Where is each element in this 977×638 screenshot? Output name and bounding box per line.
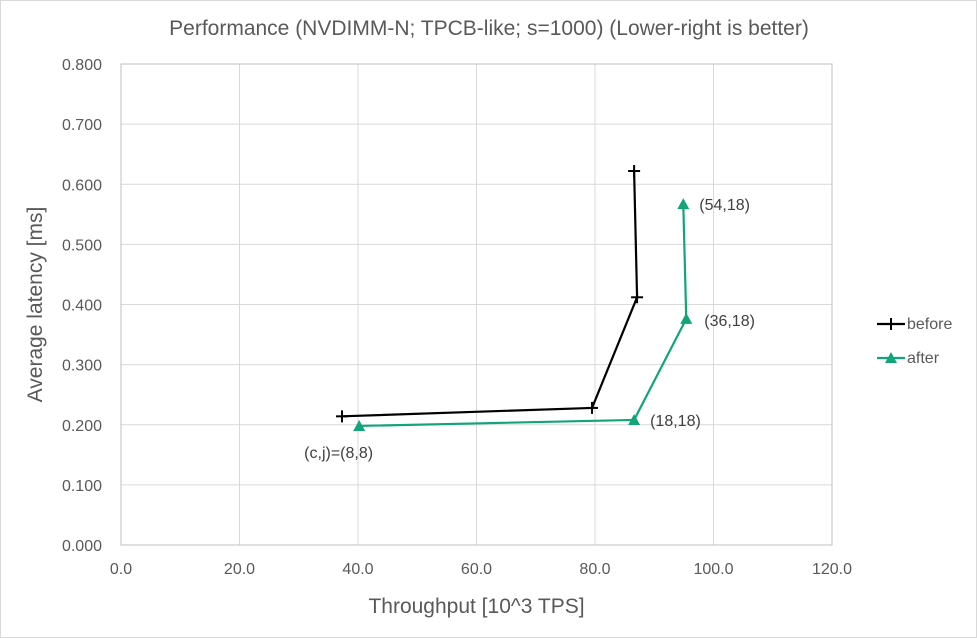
chart-title: Performance (NVDIMM-N; TPCB-like; s=1000… xyxy=(169,17,809,40)
x-tick-label: 80.0 xyxy=(579,561,610,578)
plot-area-border xyxy=(120,63,833,546)
data-label: (18,18) xyxy=(650,413,701,430)
x-axis-ticks: 0.0 20.0 40.0 60.0 80.0 100.0 120.0 xyxy=(110,561,852,578)
data-point-before xyxy=(631,291,644,304)
x-axis-title: Throughput [10^3 TPS] xyxy=(368,595,584,618)
data-point-after xyxy=(628,413,641,425)
y-tick-label: 0.400 xyxy=(62,298,102,315)
y-axis-title: Average latency [ms] xyxy=(24,207,47,403)
data-point-after xyxy=(677,198,690,210)
data-point-before xyxy=(336,410,349,423)
y-tick-label: 0.600 xyxy=(62,177,102,194)
data-label: (c,j)=(8,8) xyxy=(304,445,373,462)
data-point-after xyxy=(680,312,693,324)
y-tick-label: 0.500 xyxy=(62,237,102,254)
y-tick-label: 0.200 xyxy=(62,418,102,435)
y-tick-label: 0.300 xyxy=(62,358,102,375)
series-layer xyxy=(336,165,693,431)
data-label: (36,18) xyxy=(704,313,755,330)
y-tick-label: 0.000 xyxy=(62,538,102,555)
x-tick-label: 20.0 xyxy=(224,561,255,578)
legend-label-after: after xyxy=(907,350,940,367)
y-axis-ticks: 0.000 0.100 0.200 0.300 0.400 0.500 0.600 0.700… xyxy=(62,57,102,555)
x-tick-label: 0.0 xyxy=(110,561,132,578)
y-tick-label: 0.100 xyxy=(62,478,102,495)
x-tick-label: 100.0 xyxy=(693,561,733,578)
x-tick-label: 60.0 xyxy=(461,561,492,578)
data-label: (54,18) xyxy=(699,197,750,214)
legend-marker-after xyxy=(885,352,897,363)
y-tick-label: 0.700 xyxy=(62,117,102,134)
x-tick-label: 120.0 xyxy=(812,561,852,578)
x-tick-label: 40.0 xyxy=(342,561,373,578)
annotations-layer: (c,j)=(8,8) (18,18) (36,18) (54,18) xyxy=(304,197,755,462)
data-point-before xyxy=(628,165,641,178)
y-tick-label: 0.800 xyxy=(62,57,102,74)
series-line-after xyxy=(359,204,688,428)
gridlines xyxy=(120,63,833,546)
legend: before after xyxy=(877,316,952,367)
legend-marker-before xyxy=(885,318,897,330)
legend-label-before: before xyxy=(907,316,952,333)
data-point-before xyxy=(586,401,599,414)
data-point-after xyxy=(353,419,366,431)
series-line-before xyxy=(341,170,639,418)
